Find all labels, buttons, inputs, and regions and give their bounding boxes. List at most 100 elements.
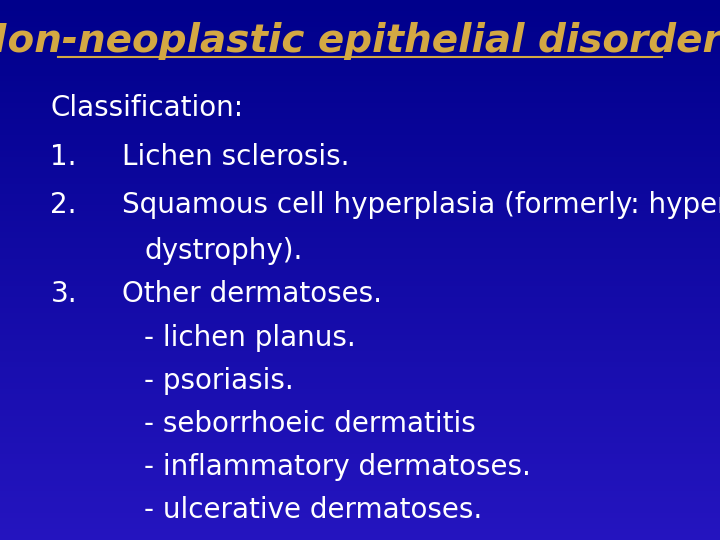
Bar (0, 502, 720, 508)
Bar (0, 389, 720, 394)
Bar (0, 227, 720, 232)
Bar (0, 162, 720, 167)
Bar (0, 54, 720, 59)
Bar (0, 432, 720, 437)
Bar (0, 378, 720, 383)
Text: Other dermatoses.: Other dermatoses. (122, 280, 382, 308)
Bar (0, 281, 720, 286)
Bar (0, 146, 720, 151)
Bar (0, 459, 720, 464)
Bar (0, 508, 720, 513)
Bar (0, 491, 720, 497)
Bar (0, 254, 720, 259)
Bar (0, 124, 720, 130)
Bar (0, 97, 720, 103)
Bar (0, 405, 720, 410)
Bar (0, 5, 720, 11)
Bar (0, 470, 720, 475)
Bar (0, 0, 720, 5)
Bar (0, 92, 720, 97)
Bar (0, 340, 720, 346)
Bar (0, 157, 720, 162)
Bar (0, 151, 720, 157)
Bar (0, 32, 720, 38)
Bar (0, 211, 720, 216)
Bar (0, 49, 720, 54)
Bar (0, 362, 720, 367)
Bar (0, 216, 720, 221)
Text: - inflammatory dermatoses.: - inflammatory dermatoses. (144, 453, 531, 481)
Bar (0, 410, 720, 416)
Bar (0, 524, 720, 529)
Bar (0, 200, 720, 205)
Text: Squamous cell hyperplasia (formerly: hyperplastic: Squamous cell hyperplasia (formerly: hyp… (122, 191, 720, 219)
Bar (0, 443, 720, 448)
Bar (0, 259, 720, 265)
Bar (0, 481, 720, 486)
Bar (0, 65, 720, 70)
Bar (0, 22, 720, 27)
Bar (0, 497, 720, 502)
Bar (0, 416, 720, 421)
Bar (0, 119, 720, 124)
Bar (0, 454, 720, 459)
Text: 3.: 3. (50, 280, 77, 308)
Text: 2.: 2. (50, 191, 77, 219)
Bar (0, 437, 720, 443)
Bar (0, 427, 720, 432)
Bar (0, 421, 720, 427)
Bar (0, 232, 720, 238)
Bar (0, 329, 720, 335)
Bar (0, 103, 720, 108)
Bar (0, 518, 720, 524)
Bar (0, 27, 720, 32)
Text: Classification:: Classification: (50, 94, 243, 122)
Bar (0, 535, 720, 540)
Bar (0, 270, 720, 275)
Text: dystrophy).: dystrophy). (144, 237, 302, 265)
Bar (0, 205, 720, 211)
Bar (0, 178, 720, 184)
Bar (0, 486, 720, 491)
Text: Lichen sclerosis.: Lichen sclerosis. (122, 143, 350, 171)
Bar (0, 81, 720, 86)
Bar (0, 243, 720, 248)
Bar (0, 324, 720, 329)
Bar (0, 76, 720, 81)
Bar (0, 167, 720, 173)
Bar (0, 292, 720, 297)
Bar (0, 11, 720, 16)
Bar (0, 70, 720, 76)
Bar (0, 383, 720, 389)
Bar (0, 108, 720, 113)
Bar (0, 448, 720, 454)
Text: - lichen planus.: - lichen planus. (144, 323, 356, 352)
Bar (0, 135, 720, 140)
Text: - psoriasis.: - psoriasis. (144, 367, 294, 395)
Bar (0, 302, 720, 308)
Bar (0, 394, 720, 400)
Bar (0, 297, 720, 302)
Bar (0, 248, 720, 254)
Text: - ulcerative dermatoses.: - ulcerative dermatoses. (144, 496, 482, 524)
Bar (0, 184, 720, 189)
Bar (0, 319, 720, 324)
Bar (0, 43, 720, 49)
Bar (0, 265, 720, 270)
Bar (0, 140, 720, 146)
Bar (0, 113, 720, 119)
Bar (0, 173, 720, 178)
Bar (0, 464, 720, 470)
Bar (0, 351, 720, 356)
Bar (0, 367, 720, 373)
Bar (0, 194, 720, 200)
Bar (0, 275, 720, 281)
Bar (0, 529, 720, 535)
Bar (0, 16, 720, 22)
Bar (0, 335, 720, 340)
Bar (0, 346, 720, 351)
Text: Non-neoplastic epithelial disorders: Non-neoplastic epithelial disorders (0, 22, 720, 59)
Text: - seborrhoeic dermatitis: - seborrhoeic dermatitis (144, 410, 476, 438)
Bar (0, 313, 720, 319)
Bar (0, 221, 720, 227)
